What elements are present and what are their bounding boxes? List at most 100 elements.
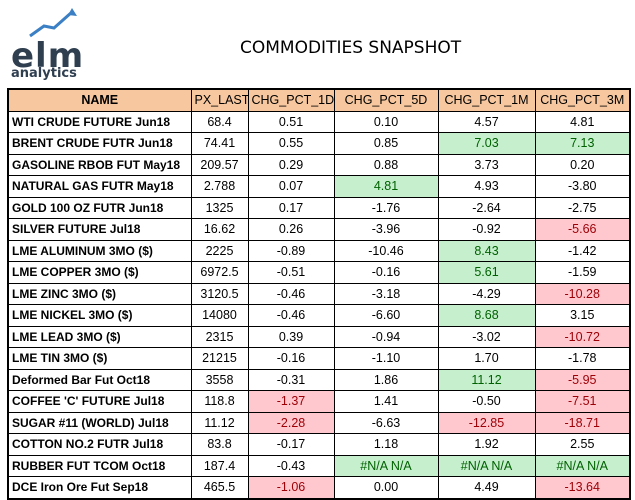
chg-5d-cell: 0.00 xyxy=(333,476,439,499)
chg-3m-cell: -1.42 xyxy=(534,239,631,262)
table-row: GASOLINE RBOB FUT May18 209.57 0.29 0.88 3.7… xyxy=(7,153,631,176)
chg-5d-cell: 0.88 xyxy=(333,153,439,176)
chg-5d-cell: 0.10 xyxy=(333,110,439,133)
px-last-cell: 209.57 xyxy=(190,153,249,176)
chg-1d-cell: 0.26 xyxy=(247,218,335,241)
px-last-cell: 1325 xyxy=(190,196,249,219)
table-row: LME TIN 3MO ($) 21215 -0.16 -1.10 1.70 -1.78 xyxy=(7,347,631,370)
chg-3m-cell: 7.13 xyxy=(534,132,631,155)
chg-1d-cell: 0.07 xyxy=(247,175,335,198)
table-row: DCE Iron Ore Fut Sep18 465.5 -1.06 0.00 4.49… xyxy=(7,476,631,499)
commodity-name: WTI CRUDE FUTURE Jun18 xyxy=(7,110,192,133)
table-row: Deformed Bar Fut Oct18 3558 -0.31 1.86 11.12… xyxy=(7,368,631,391)
table-row: SUGAR #11 (WORLD) Jul18 11.12 -2.28 -6.63 -1… xyxy=(7,411,631,434)
chg-1d-cell: -1.06 xyxy=(247,476,335,499)
chg-5d-cell: 0.85 xyxy=(333,132,439,155)
chg-5d-cell: -3.18 xyxy=(333,282,439,305)
chg-1m-cell: 4.57 xyxy=(437,110,536,133)
table-row: LME ALUMINUM 3MO ($) 2225 -0.89 -10.46 8.43-… xyxy=(7,239,631,262)
commodity-name: LME ZINC 3MO ($) xyxy=(7,282,192,305)
chg-5d-cell: 1.86 xyxy=(333,368,439,391)
chg-1m-cell: 1.70 xyxy=(437,347,536,370)
chg-1m-cell: 8.43 xyxy=(437,239,536,262)
column-header-name: NAME xyxy=(7,88,192,112)
chg-1d-cell: -0.51 xyxy=(247,261,335,284)
chg-5d-cell: 1.41 xyxy=(333,390,439,413)
px-last-cell: 83.8 xyxy=(190,433,249,456)
commodity-name: NATURAL GAS FUTR May18 xyxy=(7,175,192,198)
chg-1m-cell: #N/A N/A xyxy=(437,454,536,477)
table-row: LME NICKEL 3MO ($) 14080 -0.46 -6.60 8.68 3.1… xyxy=(7,304,631,327)
px-last-cell: 118.8 xyxy=(190,390,249,413)
chg-3m-cell: -10.72 xyxy=(534,325,631,348)
chg-1d-cell: -1.37 xyxy=(247,390,335,413)
px-last-cell: 465.5 xyxy=(190,476,249,499)
chg-5d-cell: -0.16 xyxy=(333,261,439,284)
column-header-chg-1d: CHG_PCT_1D xyxy=(247,88,335,112)
chg-1d-cell: -0.89 xyxy=(247,239,335,262)
chg-3m-cell: -13.64 xyxy=(534,476,631,499)
chg-5d-cell: -1.76 xyxy=(333,196,439,219)
px-last-cell: 3120.5 xyxy=(190,282,249,305)
table-row: COTTON NO.2 FUTR Jul18 83.8 -0.17 1.18 1.92 2… xyxy=(7,433,631,456)
chg-3m-cell: 0.20 xyxy=(534,153,631,176)
chg-3m-cell: 4.81 xyxy=(534,110,631,133)
chg-1d-cell: 0.39 xyxy=(247,325,335,348)
commodity-name: BRENT CRUDE FUTR Jun18 xyxy=(7,132,192,155)
table-row: NATURAL GAS FUTR May18 2.788 0.07 4.81 4.93-… xyxy=(7,175,631,198)
column-header-chg-5d: CHG_PCT_5D xyxy=(333,88,439,112)
chg-1d-cell: 0.29 xyxy=(247,153,335,176)
commodity-name: LME TIN 3MO ($) xyxy=(7,347,192,370)
commodities-table: NAME PX_LAST CHG_PCT_1D CHG_PCT_5D CHG_P… xyxy=(7,88,631,500)
column-header-chg-1m: CHG_PCT_1M xyxy=(437,88,536,112)
chg-1d-cell: -0.31 xyxy=(247,368,335,391)
chg-3m-cell: -3.80 xyxy=(534,175,631,198)
chg-3m-cell: -5.95 xyxy=(534,368,631,391)
px-last-cell: 74.41 xyxy=(190,132,249,155)
px-last-cell: 14080 xyxy=(190,304,249,327)
chg-1d-cell: -0.17 xyxy=(247,433,335,456)
px-last-cell: 16.62 xyxy=(190,218,249,241)
chg-1m-cell: 1.92 xyxy=(437,433,536,456)
chg-1m-cell: 7.03 xyxy=(437,132,536,155)
table-row: LME LEAD 3MO ($) 2315 0.39 -0.94 -3.02 -10.72 xyxy=(7,325,631,348)
chg-1m-cell: 4.93 xyxy=(437,175,536,198)
column-header-px-last: PX_LAST xyxy=(190,88,249,112)
chg-5d-cell: 1.18 xyxy=(333,433,439,456)
px-last-cell: 6972.5 xyxy=(190,261,249,284)
commodity-name: LME LEAD 3MO ($) xyxy=(7,325,192,348)
elm-analytics-logo: elm analytics xyxy=(8,6,88,86)
commodity-name: LME COPPER 3MO ($) xyxy=(7,261,192,284)
table-row: WTI CRUDE FUTURE Jun18 68.4 0.51 0.10 4.57 4.… xyxy=(7,110,631,133)
chg-1m-cell: -4.29 xyxy=(437,282,536,305)
commodity-name: COFFEE 'C' FUTURE Jul18 xyxy=(7,390,192,413)
commodity-name: DCE Iron Ore Fut Sep18 xyxy=(7,476,192,499)
table-body: WTI CRUDE FUTURE Jun18 68.4 0.51 0.10 4.57 4.… xyxy=(7,110,631,499)
commodity-name: RUBBER FUT TCOM Oct18 xyxy=(7,454,192,477)
table-row: BRENT CRUDE FUTR Jun18 74.41 0.55 0.85 7.03 7… xyxy=(7,132,631,155)
chg-1m-cell: 8.68 xyxy=(437,304,536,327)
table-row: RUBBER FUT TCOM Oct18 187.4 -0.43 #N/A N/A #… xyxy=(7,454,631,477)
chg-1d-cell: -0.46 xyxy=(247,282,335,305)
chg-1m-cell: -0.92 xyxy=(437,218,536,241)
table-row: COFFEE 'C' FUTURE Jul18 118.8 -1.37 1.41 -0.… xyxy=(7,390,631,413)
px-last-cell: 68.4 xyxy=(190,110,249,133)
px-last-cell: 21215 xyxy=(190,347,249,370)
chg-3m-cell: -10.28 xyxy=(534,282,631,305)
chg-3m-cell: -1.59 xyxy=(534,261,631,284)
commodity-name: SILVER FUTURE Jul18 xyxy=(7,218,192,241)
commodity-name: GOLD 100 OZ FUTR Jun18 xyxy=(7,196,192,219)
chg-3m-cell: -18.71 xyxy=(534,411,631,434)
page-title: COMMODITIES SNAPSHOT xyxy=(240,38,462,58)
chg-1m-cell: 4.49 xyxy=(437,476,536,499)
chg-3m-cell: -2.75 xyxy=(534,196,631,219)
column-header-chg-3m: CHG_PCT_3M xyxy=(534,88,631,112)
chg-1d-cell: -0.46 xyxy=(247,304,335,327)
table-row: GOLD 100 OZ FUTR Jun18 1325 0.17 -1.76 -2.64… xyxy=(7,196,631,219)
chg-1m-cell: 11.12 xyxy=(437,368,536,391)
header: elm analytics COMMODITIES SNAPSHOT xyxy=(0,0,635,88)
chg-3m-cell: 2.55 xyxy=(534,433,631,456)
px-last-cell: 187.4 xyxy=(190,454,249,477)
px-last-cell: 11.12 xyxy=(190,411,249,434)
px-last-cell: 2315 xyxy=(190,325,249,348)
